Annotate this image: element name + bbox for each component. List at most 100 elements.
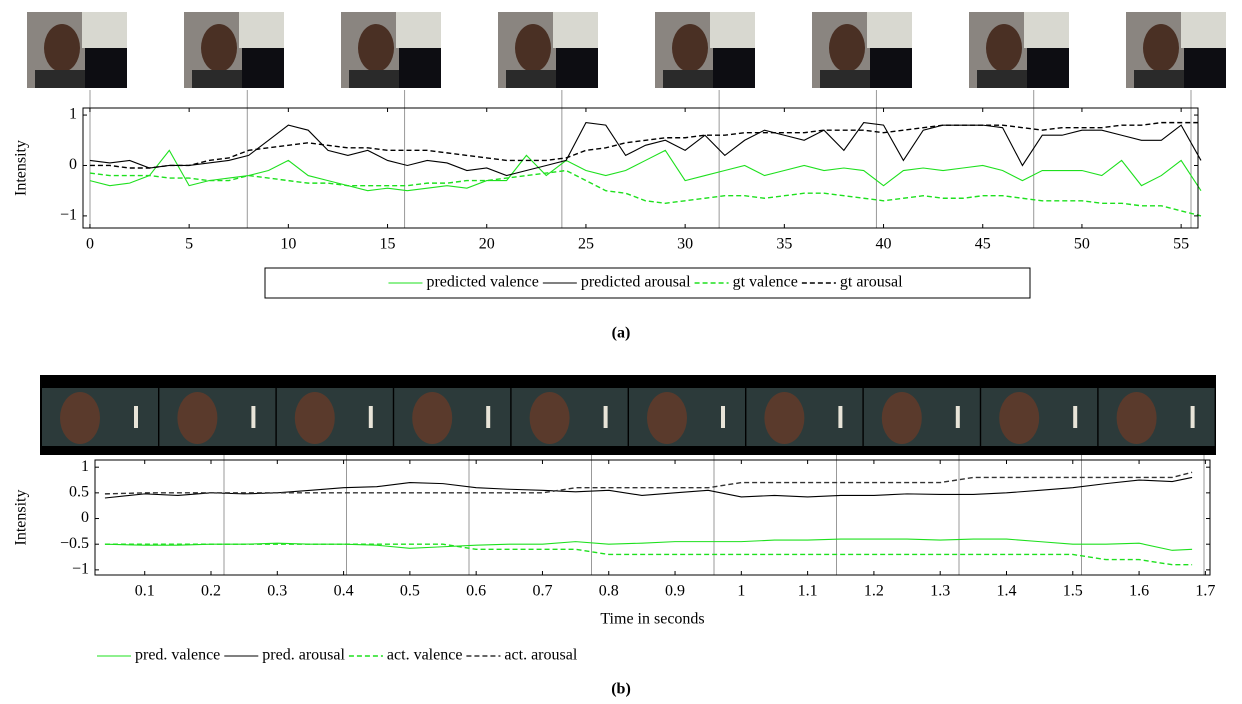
face — [1143, 24, 1179, 72]
video-frame — [394, 388, 511, 446]
x-tick-label: 0.3 — [267, 583, 287, 600]
y-tick-label: −1 — [72, 561, 89, 578]
x-tick-label: 5 — [185, 236, 193, 253]
x-tick-label: 1.4 — [996, 583, 1016, 600]
face — [44, 24, 80, 72]
video-frame — [746, 388, 863, 446]
x-tick-label: 1 — [737, 583, 745, 600]
x-tick-label: 0.6 — [466, 583, 486, 600]
caption: (b) — [611, 681, 631, 698]
video-frame — [629, 388, 745, 446]
body — [663, 70, 718, 88]
x-tick-label: 0.8 — [599, 583, 619, 600]
face — [177, 392, 218, 444]
face — [672, 24, 708, 72]
legend-label: pred. valence — [135, 647, 220, 664]
x-tick-label: 0.9 — [665, 583, 685, 600]
candle — [251, 406, 256, 428]
frame-wall — [82, 12, 127, 48]
candle — [603, 406, 608, 428]
candle — [1190, 406, 1195, 428]
face — [999, 392, 1040, 444]
x-tick-label: 10 — [280, 236, 296, 253]
face — [294, 392, 335, 444]
x-tick-label: 50 — [1074, 236, 1090, 253]
x-tick-label: 30 — [677, 236, 693, 253]
video-frame — [276, 388, 393, 446]
face — [529, 392, 570, 444]
y-tick-label: −1 — [60, 207, 77, 224]
candle — [134, 406, 138, 428]
legend-label: gt arousal — [840, 274, 903, 291]
x-tick-label: 45 — [975, 236, 991, 253]
y-tick-label: 0.5 — [69, 484, 89, 501]
x-tick-label: 1.1 — [798, 583, 818, 600]
legend: pred. valence pred. arousal act. valence ac… — [97, 647, 578, 664]
x-tick-label: 0.7 — [532, 583, 552, 600]
x-tick-label: 0 — [86, 236, 94, 253]
face — [515, 24, 551, 72]
face — [1116, 392, 1157, 444]
x-tick-label: 0.4 — [334, 583, 354, 600]
video-frame — [511, 388, 628, 446]
series-line — [89, 121, 1201, 169]
video-frame — [863, 388, 980, 446]
body — [820, 70, 875, 88]
face — [358, 24, 394, 72]
series-line — [89, 122, 1202, 177]
legend-label: act. arousal — [504, 647, 577, 664]
legend-label: act. valence — [387, 647, 463, 664]
inset — [1184, 48, 1226, 88]
body — [977, 70, 1032, 88]
x-tick-label: 0.2 — [201, 583, 221, 600]
video-frame — [981, 388, 1098, 446]
legend-label: gt valence — [733, 274, 798, 291]
legend-label: predicted arousal — [581, 274, 691, 291]
y-axis-label: Intensity — [13, 490, 30, 546]
candle — [955, 406, 960, 428]
inset — [242, 48, 284, 88]
body — [192, 70, 247, 88]
x-tick-label: 35 — [776, 236, 792, 253]
body — [506, 70, 561, 88]
inset — [713, 48, 755, 88]
video-frame — [1098, 388, 1215, 446]
frame-wall — [1024, 12, 1069, 48]
inset — [85, 48, 127, 88]
face — [881, 392, 922, 444]
candle — [368, 406, 373, 428]
frame-wall — [1181, 12, 1226, 48]
body — [349, 70, 404, 88]
y-axis-label: Intensity — [13, 140, 30, 196]
face — [829, 24, 865, 72]
x-tick-label: 1.6 — [1129, 583, 1149, 600]
x-tick-label: 1.7 — [1195, 583, 1215, 600]
frame-wall — [710, 12, 755, 48]
inset — [399, 48, 441, 88]
series-line — [104, 476, 1193, 499]
x-axis-label: Time in seconds — [600, 611, 704, 628]
plot-frame — [94, 459, 1211, 576]
legend-box — [264, 267, 1031, 299]
face — [60, 392, 100, 444]
candle — [486, 406, 491, 428]
plot-frame — [82, 107, 1199, 229]
x-tick-label: 1.2 — [864, 583, 884, 600]
candle — [721, 406, 725, 428]
y-tick-label: 1 — [69, 106, 77, 123]
inset — [1027, 48, 1069, 88]
body — [35, 70, 90, 88]
x-tick-label: 1.3 — [930, 583, 950, 600]
x-tick-label: 40 — [876, 236, 892, 253]
x-tick-label: 0.1 — [135, 583, 155, 600]
legend-label: predicted valence — [426, 274, 538, 291]
x-tick-label: 20 — [479, 236, 495, 253]
legend-label: pred. arousal — [262, 647, 345, 664]
x-tick-label: 25 — [578, 236, 594, 253]
legend: predicted valence predicted arousal gt val… — [388, 274, 903, 291]
inset — [870, 48, 912, 88]
x-tick-label: 15 — [380, 236, 396, 253]
series-line — [104, 543, 1193, 566]
body — [1134, 70, 1189, 88]
